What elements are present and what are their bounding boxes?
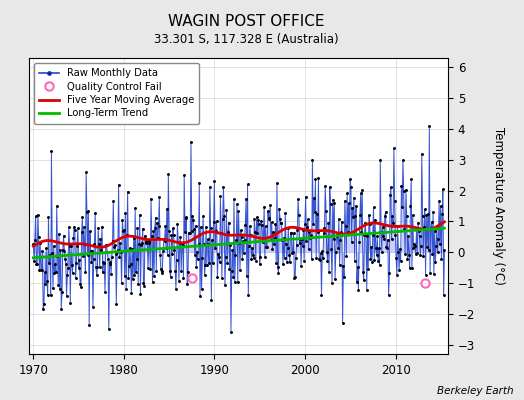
Legend: Raw Monthly Data, Quality Control Fail, Five Year Moving Average, Long-Term Tren: Raw Monthly Data, Quality Control Fail, … — [34, 63, 199, 124]
Y-axis label: Temperature Anomaly (°C): Temperature Anomaly (°C) — [492, 127, 505, 285]
Text: Berkeley Earth: Berkeley Earth — [437, 386, 514, 396]
Text: 33.301 S, 117.328 E (Australia): 33.301 S, 117.328 E (Australia) — [154, 33, 339, 46]
Text: WAGIN POST OFFICE: WAGIN POST OFFICE — [168, 14, 324, 29]
